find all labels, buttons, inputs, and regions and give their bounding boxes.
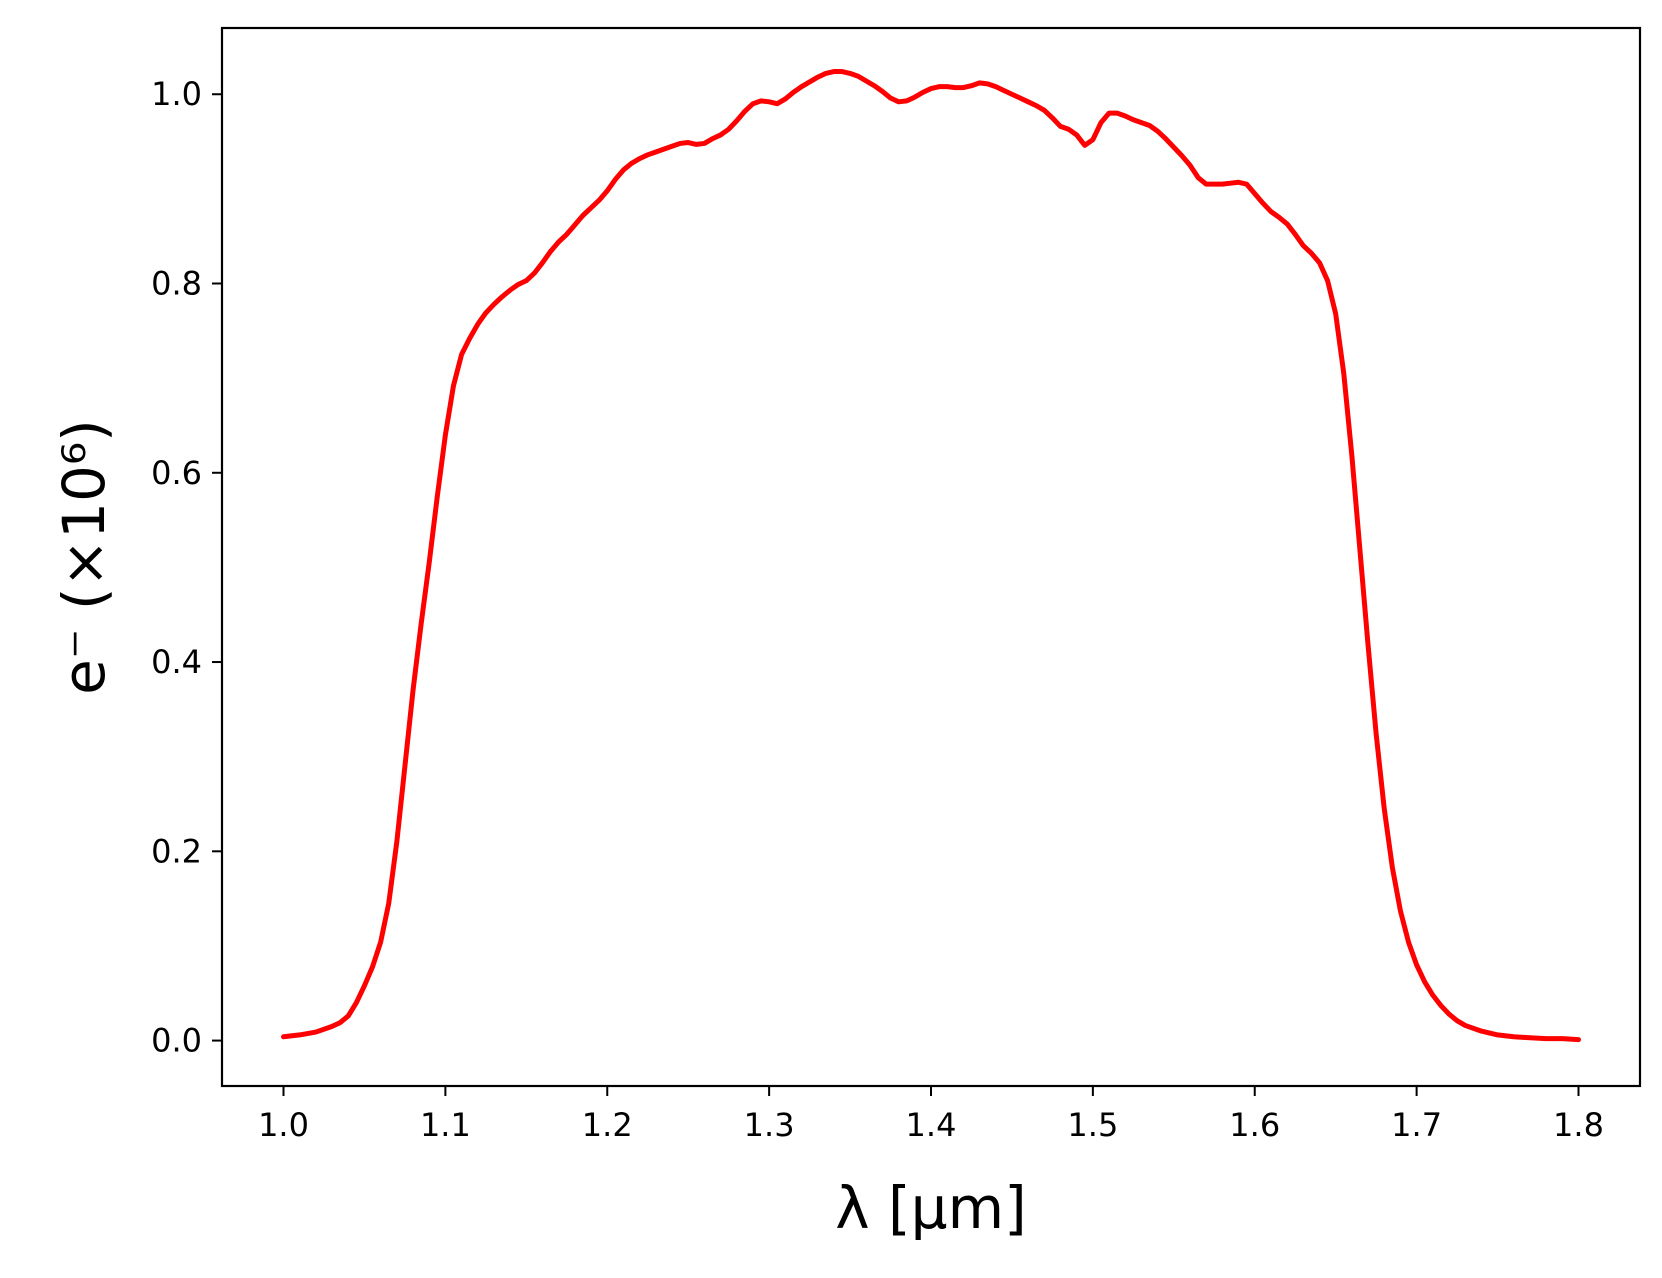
x-tick-label: 1.6 <box>1229 1106 1280 1144</box>
y-tick-label: 0.0 <box>151 1022 202 1060</box>
x-tick-label: 1.7 <box>1391 1106 1442 1144</box>
x-tick-label: 1.0 <box>258 1106 309 1144</box>
y-tick-label: 1.0 <box>151 75 202 113</box>
x-tick-label: 1.3 <box>744 1106 795 1144</box>
y-tick-label: 0.2 <box>151 832 202 870</box>
series-layer <box>281 69 1581 1043</box>
x-tick-label: 1.5 <box>1067 1106 1118 1144</box>
x-tick-label: 1.4 <box>906 1106 957 1144</box>
y-tick-label: 0.8 <box>151 265 202 303</box>
x-axis-ticks: 1.0 1.1 1.2 1.3 1.4 1.5 1.6 1.7 1.8 <box>258 1086 1604 1144</box>
y-axis-ticks: 0.0 0.2 0.4 0.6 0.8 1.0 <box>151 75 222 1060</box>
x-tick-label: 1.8 <box>1553 1106 1604 1144</box>
series-line <box>281 69 1581 1043</box>
x-tick-label: 1.1 <box>420 1106 471 1144</box>
y-axis-label: e⁻ (×10⁶) <box>50 419 118 695</box>
x-tick-label: 1.2 <box>582 1106 633 1144</box>
y-tick-label: 0.6 <box>151 454 202 492</box>
x-axis-label: λ [μm] <box>835 1174 1026 1242</box>
y-tick-label: 0.4 <box>151 643 202 681</box>
